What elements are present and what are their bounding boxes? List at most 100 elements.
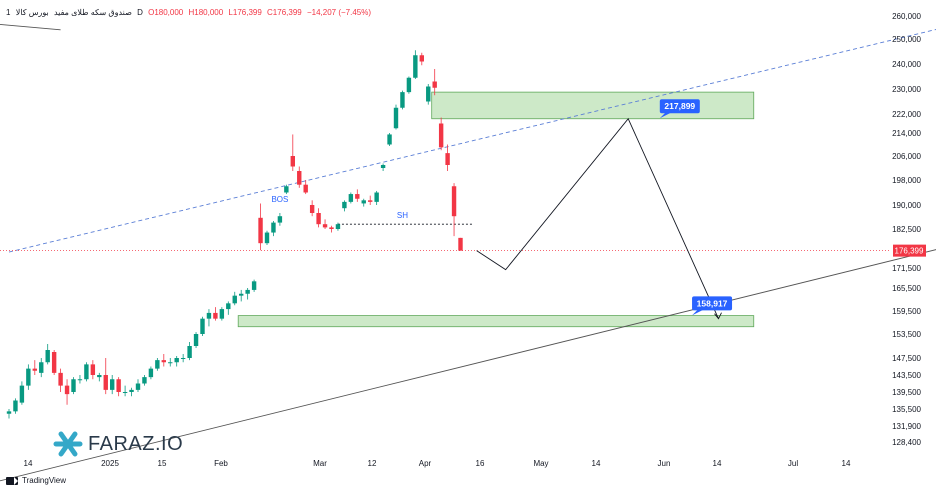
x-tick-label: Mar [313,459,327,468]
candle [206,309,212,327]
candle-body [51,352,57,373]
last-price-label: 176,399 [895,247,924,256]
price-callout-0: 217,899 [659,99,700,119]
candle [90,360,96,380]
candle [13,398,18,414]
candle [451,183,457,237]
candle-body [419,55,424,62]
candle-body [148,368,154,378]
candle-body [380,165,386,168]
header-timeframe: D [137,8,143,17]
candle-body [161,360,166,363]
callout-text: 158,917 [697,298,728,308]
candle [413,50,418,79]
faraz-logo-icon [53,431,83,457]
candle-body [193,334,199,346]
candle [432,69,437,96]
candle [135,379,141,392]
candle [245,288,250,300]
candle-body [342,201,347,209]
candle [58,368,63,392]
y-tick-label: 171,500 [892,264,921,273]
y-tick-label: 135,500 [892,405,921,414]
candle-body [309,205,315,213]
y-tick-label: 222,000 [892,110,921,119]
y-tick-label: 214,000 [892,129,921,138]
callout-pointer-icon [692,309,705,316]
candle [297,166,302,188]
header-open: O180,000 [148,8,184,17]
watermark-text: FARAZ.IO [88,432,184,455]
candle [258,203,263,251]
candle-body [135,383,141,390]
candle-body [213,312,218,319]
callout-box [692,296,733,311]
candle [445,144,450,171]
candle [51,350,57,375]
y-tick-label: 153,500 [892,330,921,339]
candle-body [355,194,360,199]
upper-trendline [0,23,61,31]
footer-brand: TradingView [22,476,67,485]
candle-body [393,107,399,129]
candle-body [316,213,321,225]
candle-body [329,227,334,229]
candle-body [432,81,437,88]
y-tick-label: 198,000 [892,176,921,185]
candle [148,366,154,380]
candle-body [200,318,205,334]
candle [77,375,83,384]
candle-body [322,224,328,228]
candle [187,342,192,361]
candle-body [13,400,18,412]
y-tick-label: 190,000 [892,201,921,210]
zone-1 [237,315,755,328]
candle-body [45,350,50,363]
candle [200,316,205,336]
candle [116,377,121,397]
candle-body [39,362,44,373]
candle-body [71,379,76,392]
candle [251,279,257,292]
candle [374,190,379,205]
candle-body [426,86,431,102]
candle [193,332,199,348]
dashed-trendline [8,29,936,253]
y-tick-label: 131,900 [892,422,921,431]
candle [368,195,373,205]
candle-body [413,55,418,78]
candle-body [445,153,450,165]
candle [335,222,341,231]
y-tick-label: 139,500 [892,388,921,397]
candle [161,354,166,367]
y-tick-label: 230,000 [892,85,921,94]
candle [400,90,405,110]
candle-body [239,293,244,296]
candle-body [122,392,128,393]
candle-body [348,194,354,202]
candle [290,134,295,171]
header-exchange: بورس کالا [15,8,49,17]
candle-body [180,358,186,359]
y-tick-label: 260,000 [892,12,921,21]
candle [329,225,334,233]
candle [84,362,89,382]
candle [226,301,231,315]
candle [122,385,128,397]
candle [6,409,12,419]
candle [19,381,25,405]
candle [213,307,218,321]
tradingview-footer[interactable]: TradingView [6,476,66,485]
candle-body [400,92,405,108]
candle [232,291,237,306]
candle-body [458,237,463,251]
candle-body [303,184,308,193]
y-tick-label: 182,500 [892,225,921,234]
candle [71,377,76,395]
candle-body [387,134,392,145]
x-tick-label: 14 [24,459,33,468]
candle [284,184,289,195]
header-change: −14,207 (−7.45%) [306,8,372,17]
